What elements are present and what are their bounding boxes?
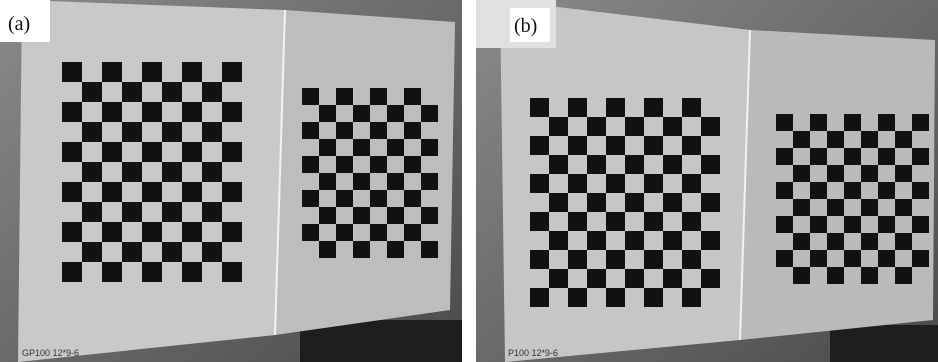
board-text: P100 12*9-6 bbox=[508, 348, 558, 358]
page: (a) GP100 12*9-6 (b) P100 12*9-6 (() => … bbox=[0, 0, 938, 362]
board-text: GP100 12*9-6 bbox=[22, 348, 79, 358]
figure: (a) GP100 12*9-6 (b) P100 12*9-6 bbox=[0, 0, 938, 362]
panel-a: (a) GP100 12*9-6 bbox=[0, 0, 462, 362]
panel-label: (b) bbox=[514, 15, 537, 37]
panel-label: (a) bbox=[8, 13, 30, 35]
panel-b: (b) P100 12*9-6 bbox=[476, 0, 938, 362]
